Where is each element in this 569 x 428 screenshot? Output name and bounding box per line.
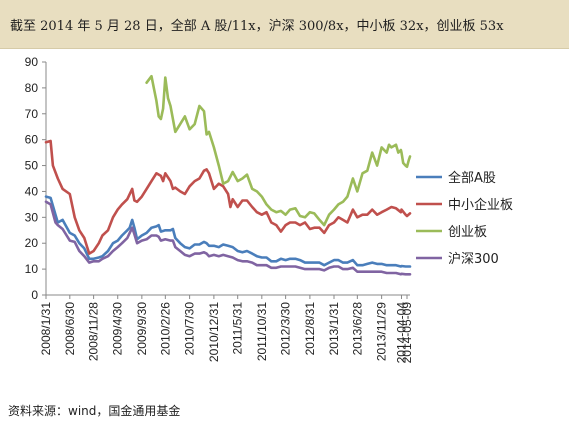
x-tick-label: 2012/3/30 bbox=[279, 302, 293, 356]
y-tick-label: 40 bbox=[25, 184, 39, 198]
y-tick-label: 70 bbox=[25, 107, 39, 121]
source-note: 资料来源：wind，国金通用基金 bbox=[8, 404, 181, 418]
y-tick-label: 80 bbox=[25, 81, 39, 95]
x-tick-label: 2008/6/30 bbox=[63, 302, 77, 356]
y-tick-label: 30 bbox=[25, 210, 39, 224]
x-tick-label: 2008/1/31 bbox=[39, 302, 53, 356]
x-tick-label: 2010/2/26 bbox=[158, 302, 172, 356]
axes: 0 10 20 30 40 50 60 70 80 90 2008/1/31 2008/6/30 200… bbox=[25, 55, 414, 363]
x-tick-label: 2012/8/31 bbox=[303, 302, 317, 356]
series-lines bbox=[44, 74, 412, 276]
series-line-3 bbox=[44, 200, 412, 276]
y-tick-label: 0 bbox=[31, 288, 38, 302]
series-line-1 bbox=[44, 139, 412, 255]
series-line-0 bbox=[44, 195, 412, 268]
x-tick-label: 2010/7/30 bbox=[183, 302, 197, 356]
y-tick-label: 10 bbox=[25, 262, 39, 276]
y-tick-label: 20 bbox=[25, 236, 39, 250]
legend-label-1: 中小企业板 bbox=[448, 197, 513, 213]
y-tick-label: 90 bbox=[25, 55, 39, 69]
x-tick-label: 2013/11/29 bbox=[375, 302, 389, 361]
x-tick-label: 2011/10/31 bbox=[255, 302, 269, 361]
legend-label-3: 沪深300 bbox=[448, 251, 499, 267]
chart-title: 截至 2014 年 5 月 28 日，全部 A 股/11x，沪深 300/8x，… bbox=[10, 19, 504, 34]
legend-label-2: 创业板 bbox=[448, 225, 487, 240]
x-tick-label: 2008/11/28 bbox=[87, 302, 101, 361]
x-tick-label: 2013/6/28 bbox=[350, 302, 364, 356]
x-tick-label: 2011/5/31 bbox=[231, 302, 245, 355]
y-tick-label: 50 bbox=[25, 159, 39, 173]
line-chart: 0 10 20 30 40 50 60 70 80 90 2008/1/31 2008/6/30 200… bbox=[25, 55, 513, 363]
chart-title-bar: 截至 2014 年 5 月 28 日，全部 A 股/11x，沪深 300/8x，… bbox=[0, 0, 569, 49]
x-tick-label: 2013/1/31 bbox=[327, 302, 341, 356]
x-tick-label: 2010/12/31 bbox=[207, 302, 221, 362]
y-tick-label: 60 bbox=[25, 133, 39, 147]
legend-label-0: 全部A股 bbox=[448, 170, 496, 186]
series-line-2 bbox=[145, 74, 412, 227]
x-tick-label: 2014-05-09 bbox=[400, 302, 414, 364]
x-tick-label: 2014-04-04 bbox=[394, 302, 408, 364]
x-tick-label: 2009/9/30 bbox=[135, 302, 149, 356]
x-tick-label: 2009/4/30 bbox=[111, 302, 125, 356]
